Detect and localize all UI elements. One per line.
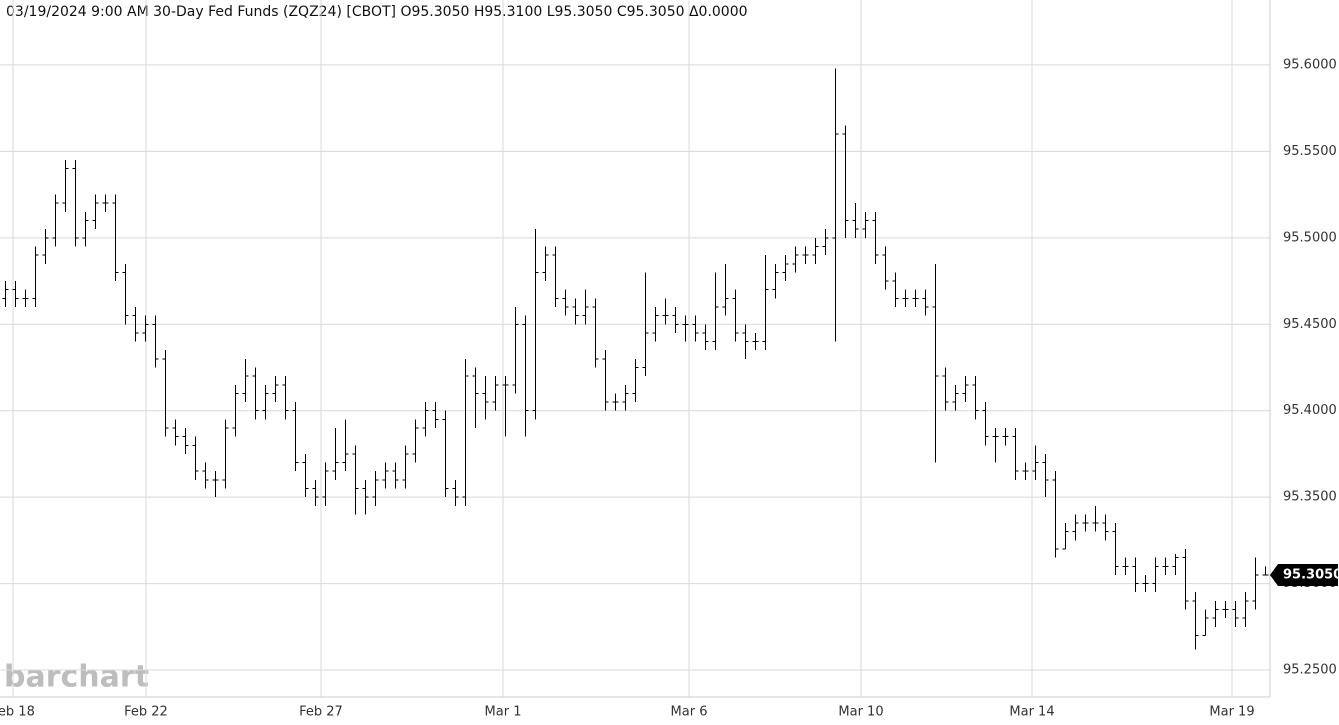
y-tick-label: 95.4500 (1283, 317, 1337, 332)
x-tick-label: Mar 14 (1009, 705, 1054, 720)
x-tick-label: Feb 27 (299, 705, 343, 720)
y-tick-label: 95.5000 (1283, 230, 1337, 245)
x-tick-label: Feb 22 (124, 705, 168, 720)
x-tick-label: Mar 6 (671, 705, 708, 720)
grid (0, 0, 1270, 697)
y-tick-label: 95.2500 (1283, 663, 1337, 678)
x-tick-label: Mar 10 (838, 705, 883, 720)
chart-title: 03/19/2024 9:00 AM 30-Day Fed Funds (ZQZ… (6, 4, 748, 20)
watermark: barchart (4, 660, 149, 695)
x-tick-label: Mar 1 (485, 705, 522, 720)
y-tick-label: 95.4000 (1283, 403, 1337, 418)
y-tick-label: 95.3500 (1283, 490, 1337, 505)
last-price-label: 95.3050 (1283, 567, 1339, 582)
x-tick-label: Feb 18 (0, 705, 35, 720)
last-price-tag (1270, 563, 1338, 586)
x-tick-label: Mar 19 (1209, 705, 1254, 720)
bars (2, 68, 1269, 650)
y-tick-label: 95.6000 (1283, 57, 1337, 72)
y-tick-label: 95.5500 (1283, 144, 1337, 159)
